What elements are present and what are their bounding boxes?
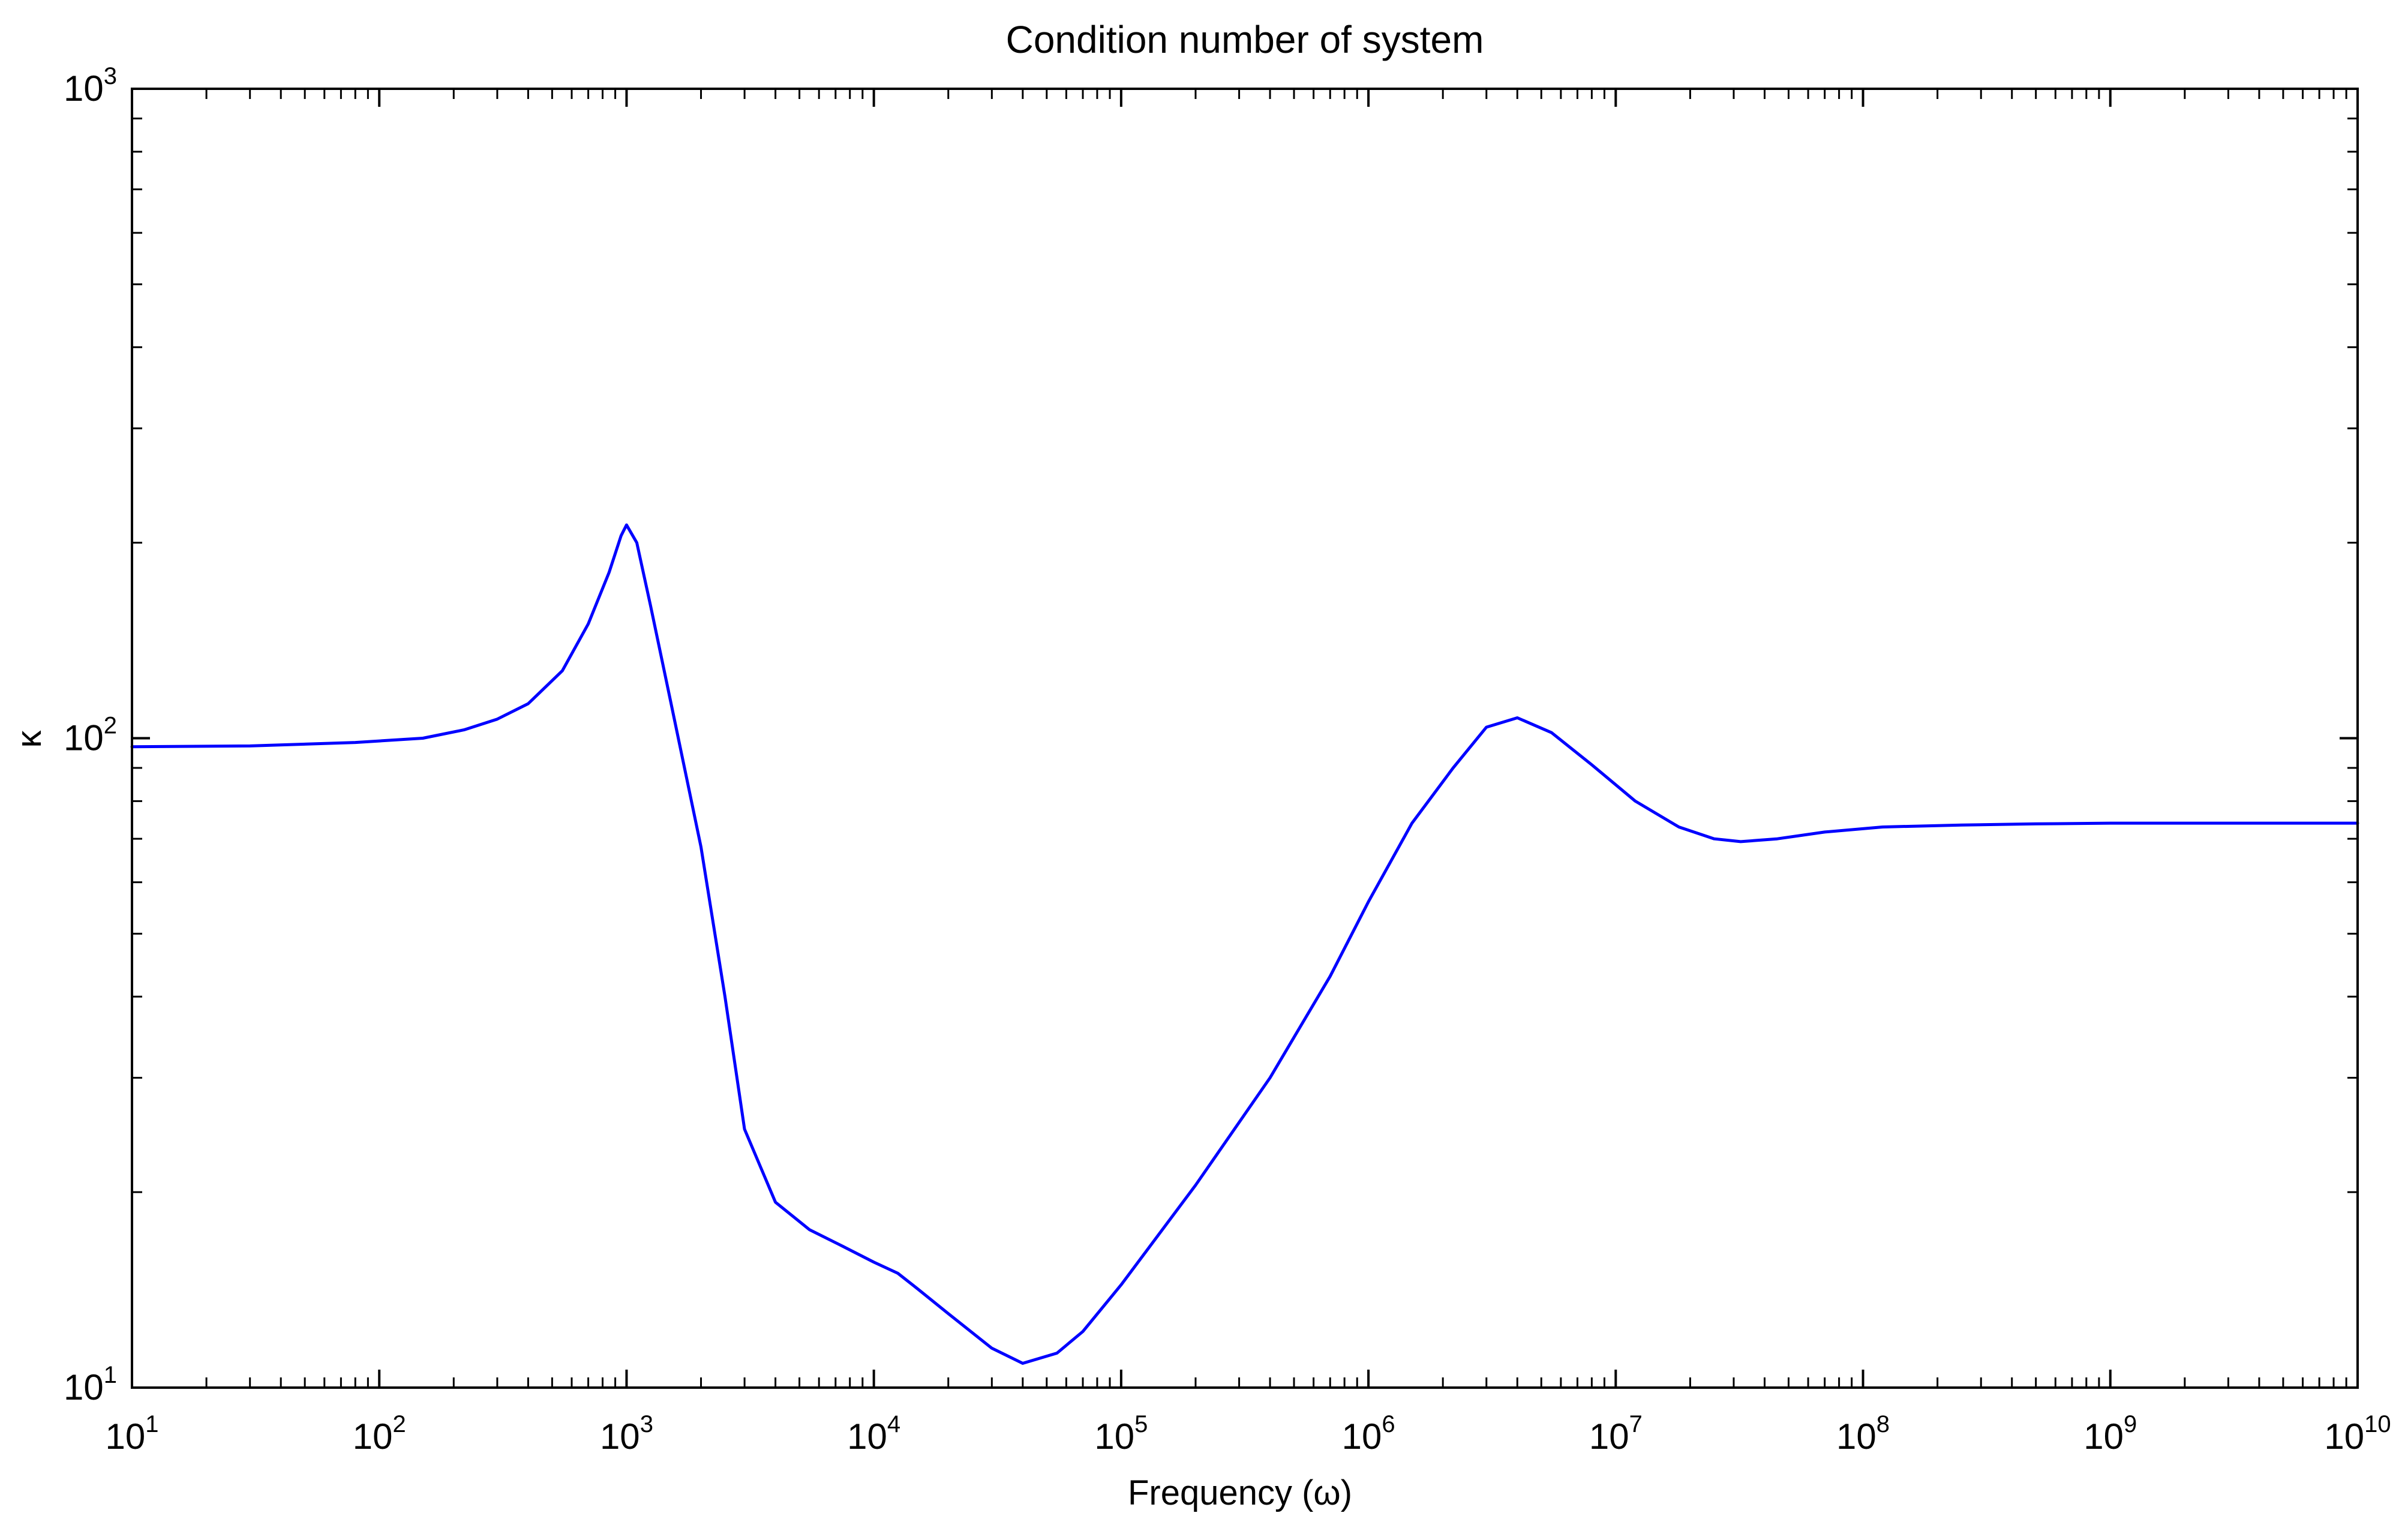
x-tick-label-exponent: 4	[887, 1411, 900, 1437]
x-tick-label-exponent: 10	[2364, 1411, 2391, 1437]
x-tick-label-exponent: 1	[145, 1411, 158, 1437]
x-tick-label-exponent: 9	[2124, 1411, 2137, 1437]
x-tick-label-exponent: 2	[392, 1411, 406, 1437]
x-tick-label-base: 10	[1836, 1416, 1876, 1457]
x-tick-label-base: 10	[2324, 1416, 2364, 1457]
y-tick-label: 102	[64, 713, 117, 758]
plot-frame	[131, 88, 2359, 1389]
x-tick-label-base: 10	[353, 1416, 393, 1457]
series-line	[130, 523, 2359, 1365]
x-tick-label-exponent: 6	[1382, 1411, 1395, 1437]
x-tick-label-base: 10	[600, 1416, 640, 1457]
chart-title: Condition number of system	[1006, 18, 1484, 61]
x-axis-label: Frequency (ω)	[1128, 1473, 1352, 1512]
x-tick-label: 1010	[2324, 1411, 2391, 1457]
y-minor-ticks	[132, 118, 2358, 1193]
x-tick-label: 102	[353, 1411, 406, 1457]
y-tick-label-base: 10	[64, 1367, 104, 1407]
x-tick-label-base: 10	[1342, 1416, 1382, 1457]
x-tick-label: 106	[1342, 1411, 1395, 1457]
x-tick-label-base: 10	[2083, 1416, 2124, 1457]
x-tick-label: 107	[1589, 1411, 1643, 1457]
x-tick-label: 109	[2083, 1411, 2137, 1457]
x-tick-labels: 101 102 103 104 105 106 107 108 109 1010	[106, 1411, 2391, 1457]
x-tick-label-base: 10	[1589, 1416, 1629, 1457]
x-tick-label: 103	[600, 1411, 653, 1457]
y-tick-label-base: 10	[64, 68, 104, 109]
y-tick-label-exponent: 1	[104, 1362, 117, 1388]
x-tick-label: 101	[106, 1411, 159, 1457]
x-tick-label: 108	[1836, 1411, 1890, 1457]
plot-series	[130, 523, 2359, 1365]
y-tick-label-exponent: 2	[104, 713, 117, 739]
x-tick-label: 105	[1094, 1411, 1148, 1457]
x-tick-label-exponent: 8	[1876, 1411, 1890, 1437]
x-tick-label: 104	[847, 1411, 900, 1457]
x-tick-label-exponent: 7	[1629, 1411, 1643, 1437]
y-axis-label: κ	[10, 730, 49, 748]
x-tick-label-base: 10	[1094, 1416, 1134, 1457]
x-tick-label-base: 10	[847, 1416, 887, 1457]
x-tick-label-base: 10	[106, 1416, 146, 1457]
y-tick-label: 103	[64, 63, 117, 109]
x-tick-label-exponent: 5	[1134, 1411, 1148, 1437]
x-tick-label-exponent: 3	[640, 1411, 653, 1437]
y-tick-label: 101	[64, 1362, 117, 1407]
y-tick-label-base: 10	[64, 718, 104, 758]
y-tick-label-exponent: 3	[104, 63, 117, 89]
x-minor-ticks	[205, 89, 2347, 1388]
